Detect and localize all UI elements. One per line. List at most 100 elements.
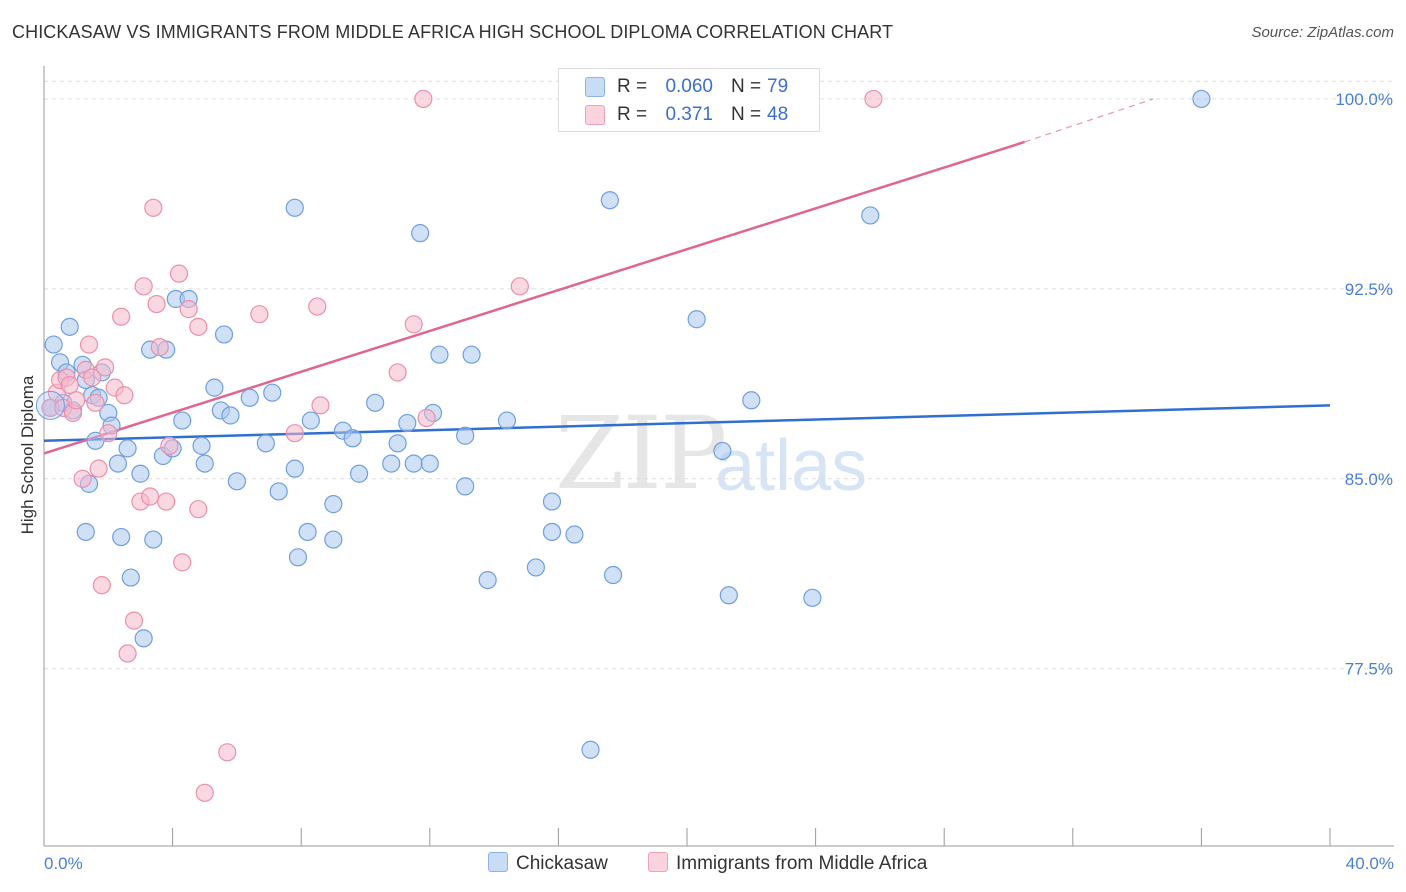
immigrants-point xyxy=(92,576,111,595)
chickasaw-point xyxy=(324,530,343,549)
immigrants-point xyxy=(157,492,176,511)
immigrants-point xyxy=(60,375,79,395)
immigrants-point xyxy=(189,317,208,336)
immigrants-point xyxy=(864,89,883,109)
legend-n-value: 79 xyxy=(767,76,789,97)
chickasaw-point xyxy=(1192,89,1211,109)
chickasaw-point xyxy=(542,522,562,542)
chickasaw-point xyxy=(121,568,140,587)
chickasaw-point xyxy=(195,454,214,473)
chickasaw-point xyxy=(227,472,246,491)
chickasaw-trendline xyxy=(43,404,1331,443)
immigrants-point xyxy=(115,386,134,405)
chickasaw-point xyxy=(173,411,192,430)
chickasaw-point-cluster xyxy=(35,390,65,420)
bottom-legend-label-chickasaw: Chickasaw xyxy=(516,853,608,874)
chickasaw-point xyxy=(420,454,439,473)
chickasaw-point xyxy=(214,325,234,344)
immigrants-point xyxy=(308,297,327,316)
immigrants-point xyxy=(99,424,118,443)
chickasaw-point xyxy=(343,429,362,448)
legend-r-value: 0.371 xyxy=(665,104,713,125)
immigrants-point xyxy=(140,487,160,506)
chickasaw-point xyxy=(603,565,623,585)
immigrants-point xyxy=(195,783,214,802)
immigrants-point xyxy=(311,396,330,415)
chart-source: Source: ZipAtlas.com xyxy=(1251,24,1394,41)
trendline-layer xyxy=(43,98,1331,455)
axis-layer xyxy=(43,66,1394,847)
stats-legend: R = 0.060 N = 79 R = 0.371 N = 48 xyxy=(558,68,820,132)
immigrants-point xyxy=(134,277,153,296)
bottom-legend-swatch-immigrants xyxy=(648,852,668,872)
immigrants-point xyxy=(95,358,115,377)
x-tick-label: 0.0% xyxy=(44,854,83,873)
bottom-legend-label-immigrants: Immigrants from Middle Africa xyxy=(676,853,928,874)
y-tick-label: 85.0% xyxy=(1345,470,1393,489)
immigrants-point xyxy=(388,363,407,382)
immigrants-point xyxy=(144,198,163,217)
immigrants-point xyxy=(285,424,304,443)
immigrants-point xyxy=(86,393,105,412)
grid-layer xyxy=(44,80,1394,670)
x-tick-label: 40.0% xyxy=(1346,854,1394,873)
chickasaw-point xyxy=(44,335,63,354)
chickasaw-point xyxy=(861,206,880,225)
legend-row-chickasaw: R = 0.060 N = 79 xyxy=(559,73,819,101)
immigrants-point xyxy=(189,500,208,519)
chickasaw-point xyxy=(192,436,211,455)
legend-r-label: R = xyxy=(617,104,648,125)
legend-r-label: R = xyxy=(617,76,648,97)
chickasaw-point xyxy=(719,586,738,605)
y-tick-label: 92.5% xyxy=(1345,280,1393,299)
legend-r-value: 0.060 xyxy=(665,76,713,97)
chickasaw-point xyxy=(118,439,137,458)
chart-title: CHICKASAW VS IMMIGRANTS FROM MIDDLE AFRI… xyxy=(12,22,894,42)
chickasaw-point xyxy=(398,413,417,433)
chickasaw-point xyxy=(256,434,275,453)
chickasaw-point xyxy=(456,426,475,445)
chickasaw-point xyxy=(134,629,153,648)
points-layer xyxy=(35,89,1211,802)
chickasaw-point xyxy=(349,464,369,483)
chickasaw-point xyxy=(112,527,131,547)
chickasaw-point xyxy=(60,317,79,336)
immigrants-point xyxy=(73,469,92,488)
watermark-zip: ZIP xyxy=(555,395,727,512)
chickasaw-point xyxy=(108,454,128,473)
immigrants-trendline-extension xyxy=(1024,98,1154,143)
immigrants-point xyxy=(218,743,237,762)
immigrants-point xyxy=(150,338,169,357)
chickasaw-point xyxy=(144,530,163,549)
immigrants-point xyxy=(404,315,423,334)
chickasaw-point xyxy=(269,482,288,501)
immigrants-point xyxy=(179,300,198,319)
legend-n-label: N = xyxy=(731,104,762,125)
immigrants-point xyxy=(414,89,433,109)
chickasaw-point xyxy=(600,191,619,210)
chickasaw-point xyxy=(131,464,150,483)
immigrants-point xyxy=(67,391,86,410)
chickasaw-point xyxy=(803,588,822,607)
legend-swatch-immigrants xyxy=(585,105,605,125)
chickasaw-point xyxy=(285,198,304,217)
chickasaw-point xyxy=(240,388,259,407)
chickasaw-point xyxy=(263,383,282,402)
chickasaw-point xyxy=(382,454,401,473)
chickasaw-point xyxy=(411,224,430,243)
chickasaw-point xyxy=(298,522,317,542)
chickasaw-point xyxy=(456,477,475,496)
watermark-atlas: atlas xyxy=(715,426,868,506)
bottom-legend-immigrants[interactable]: Immigrants from Middle Africa xyxy=(648,852,927,875)
bottom-legend-chickasaw[interactable]: Chickasaw xyxy=(488,852,608,875)
immigrants-point xyxy=(147,294,166,314)
chickasaw-point xyxy=(288,548,308,567)
immigrants-point xyxy=(89,459,108,478)
legend-n-value: 48 xyxy=(767,104,789,125)
immigrants-point xyxy=(173,553,192,572)
chickasaw-point xyxy=(542,492,562,511)
immigrants-point xyxy=(118,644,137,663)
tick-label-layer: 77.5% 85.0% 92.5% 100.0% 0.0% 40.0% xyxy=(44,90,1394,873)
chickasaw-point xyxy=(205,378,224,397)
